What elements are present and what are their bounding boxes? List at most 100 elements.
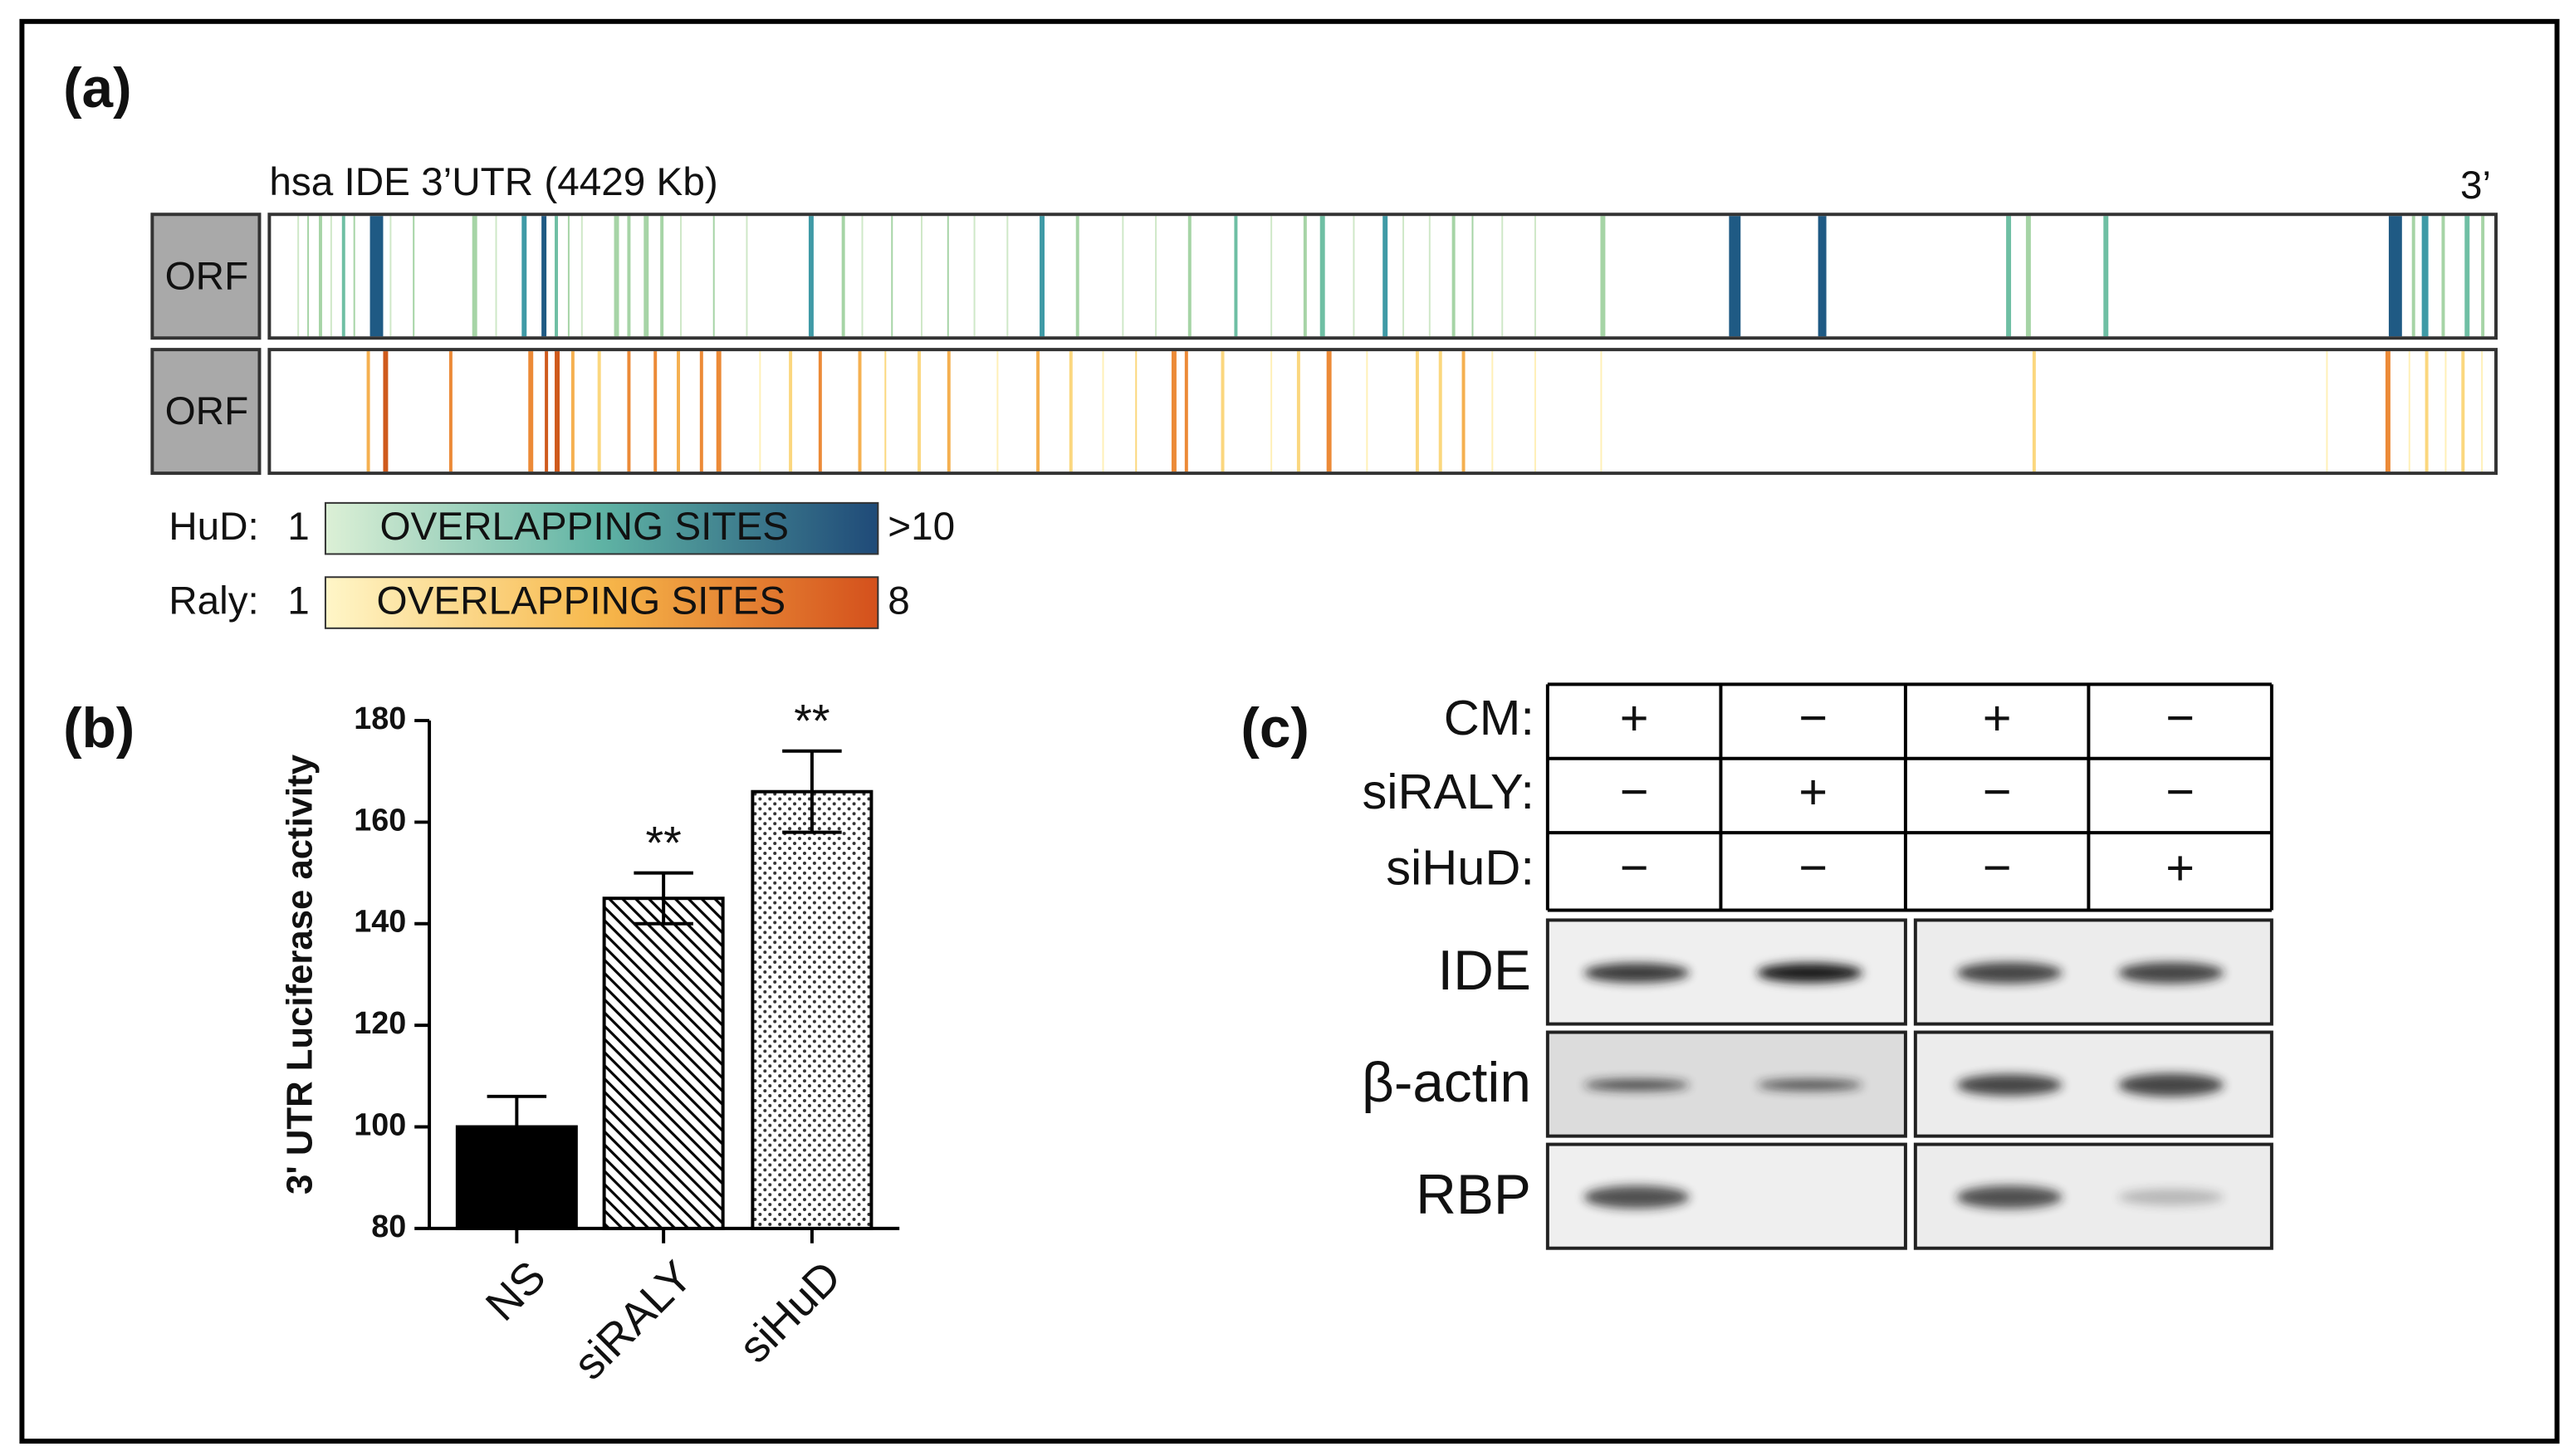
- band: [2118, 1073, 2224, 1097]
- raly-site: [1171, 351, 1177, 472]
- hud-site: [746, 216, 748, 337]
- sign: −: [1620, 764, 1649, 819]
- hud-site: [947, 216, 949, 337]
- hud-site: [413, 216, 415, 337]
- raly-site: [1438, 351, 1442, 472]
- raly-site: [884, 351, 887, 472]
- legend-max: 8: [888, 579, 910, 623]
- raly-site: [2444, 351, 2447, 472]
- band: [1583, 963, 1690, 983]
- hud-site: [521, 216, 527, 337]
- sign: +: [2165, 840, 2195, 896]
- raly-site: [448, 351, 453, 472]
- hud-site: [1471, 216, 1474, 337]
- hud-track: [267, 213, 2498, 340]
- hud-site: [627, 216, 631, 337]
- raly-site: [653, 351, 658, 472]
- hud-site: [541, 216, 547, 337]
- hud-site: [472, 216, 477, 337]
- raly-site: [383, 351, 389, 472]
- raly-site: [858, 351, 862, 472]
- legend-min: 1: [287, 505, 310, 549]
- raly-site: [1491, 351, 1494, 472]
- raly-site: [1461, 351, 1466, 472]
- raly-site: [818, 351, 822, 472]
- raly-site: [1184, 351, 1188, 472]
- hud-site: [1075, 216, 1079, 337]
- y-tick-label: 160: [354, 802, 406, 837]
- hud-site: [369, 216, 384, 337]
- hud-site: [495, 216, 497, 337]
- y-tick-label: 80: [371, 1209, 406, 1243]
- band: [1956, 1185, 2063, 1209]
- hud-site: [1319, 216, 1325, 337]
- hud-site: [1187, 216, 1192, 337]
- raly-site: [570, 351, 575, 472]
- sign: −: [1798, 840, 1828, 896]
- legend-gradient: [324, 576, 879, 629]
- raly-site: [1221, 351, 1225, 472]
- band: [1583, 1079, 1690, 1092]
- panel-label: (c): [1241, 697, 1309, 760]
- raly-site: [627, 351, 631, 472]
- raly-site: [677, 351, 681, 472]
- hud-site: [973, 216, 976, 337]
- sign: −: [1983, 840, 2012, 896]
- y-tick-label: 100: [354, 1107, 406, 1141]
- hud-site: [1122, 216, 1124, 337]
- sign: −: [2165, 690, 2195, 745]
- hud-site: [2441, 216, 2445, 337]
- hud-site: [1534, 216, 1536, 337]
- raly-sites: [366, 351, 2483, 472]
- orf-label: ORF: [165, 389, 249, 433]
- hud-site: [1155, 216, 1157, 337]
- end-label: 3’: [2460, 164, 2491, 208]
- hud-site: [614, 216, 619, 337]
- raly-site: [366, 351, 370, 472]
- hud-site: [353, 216, 355, 337]
- raly-site: [1102, 351, 1104, 472]
- sign: −: [1798, 690, 1828, 745]
- raly-site: [716, 351, 722, 472]
- raly-site: [2461, 351, 2465, 472]
- hud-site: [1006, 216, 1009, 337]
- band: [1757, 1079, 1863, 1092]
- hud-site: [2411, 216, 2415, 337]
- hud-site: [389, 216, 392, 337]
- hud-site: [1428, 216, 1431, 337]
- hud-site: [580, 216, 583, 337]
- hud-site: [307, 216, 310, 337]
- orf-box: [150, 348, 262, 476]
- hud-site: [1818, 216, 1827, 337]
- raly-site: [1366, 351, 1368, 472]
- significance: **: [794, 696, 829, 747]
- raly-site: [2408, 351, 2410, 472]
- legend-text: OVERLAPPING SITES: [377, 579, 786, 623]
- sign: +: [1983, 690, 2012, 745]
- raly-site: [2326, 351, 2328, 472]
- sign: −: [2165, 764, 2195, 819]
- hud-site: [1270, 216, 1273, 337]
- raly-site: [918, 351, 922, 472]
- western-blots: IDE β-actin RBP: [1362, 918, 2273, 1250]
- raly-site: [2385, 351, 2390, 472]
- raly-site: [1296, 351, 1300, 472]
- hud-site: [2103, 216, 2109, 337]
- bar: [751, 789, 873, 1230]
- panel-label: (b): [63, 697, 135, 760]
- raly-site: [1600, 351, 1603, 472]
- hud-site: [1382, 216, 1388, 337]
- hud-site: [644, 216, 649, 337]
- hud-site: [841, 216, 845, 337]
- raly-site: [2032, 351, 2036, 472]
- blot-label: β-actin: [1362, 1052, 1531, 1114]
- hud-site: [297, 216, 300, 337]
- hud-site: [660, 216, 664, 337]
- legend-text: OVERLAPPING SITES: [379, 505, 789, 549]
- hud-site: [808, 216, 814, 337]
- hud-site: [712, 216, 715, 337]
- y-tick-label: 180: [354, 701, 406, 735]
- legend-max: >10: [888, 505, 955, 549]
- hud-site: [891, 216, 893, 337]
- hud-site: [1451, 216, 1456, 337]
